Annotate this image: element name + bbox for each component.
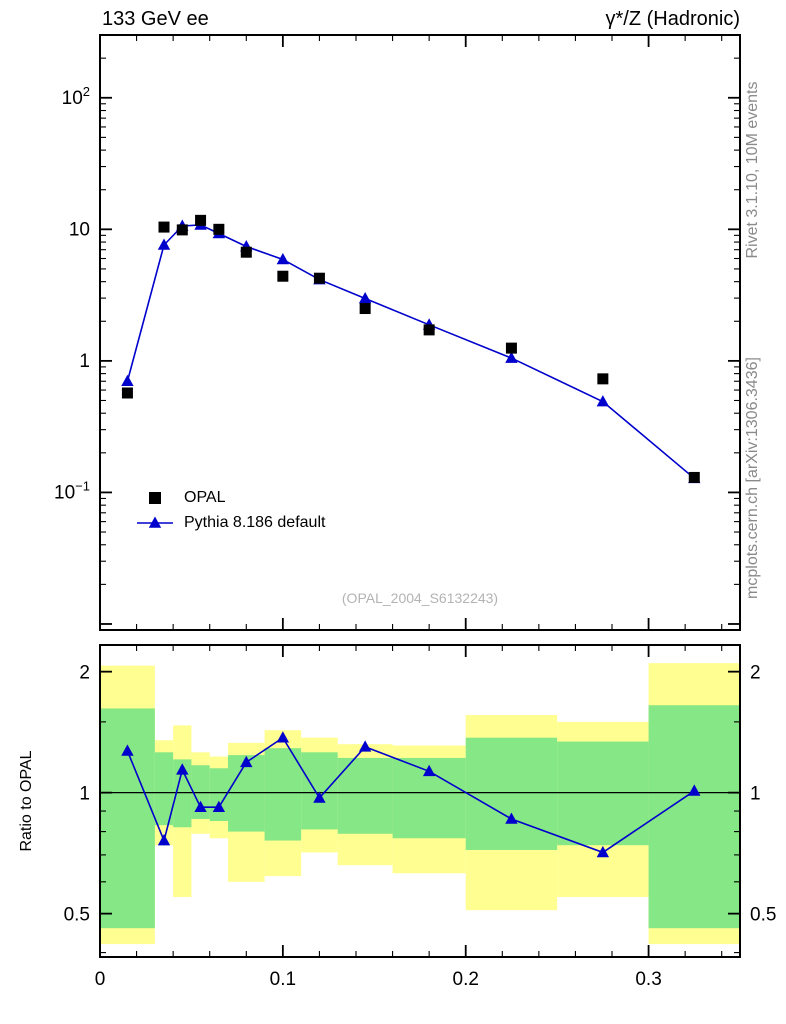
- ratio-axis-title: Ratio to OPAL: [18, 750, 35, 852]
- opal-legend-marker-icon: [149, 492, 161, 504]
- ratio-point-marker: [358, 740, 372, 752]
- ratio-point-marker: [240, 755, 253, 768]
- x-tick-label: 0.2: [453, 969, 479, 990]
- pythia-line: [126, 224, 695, 479]
- rivet-version-note: Rivet 3.1.10, 10M events: [744, 81, 761, 259]
- mcplots-arxiv-note: mcplots.cern.ch [arXiv:1306.3436]: [744, 357, 761, 599]
- legend-label-pythia: Pythia 8.186 default: [184, 514, 326, 531]
- ratio-point-marker: [422, 764, 436, 777]
- pythia-point-marker: [276, 252, 290, 265]
- main-y-tick-label: 10: [69, 219, 90, 240]
- ratio-y-tick-label-left: 1: [79, 784, 90, 805]
- pythia-point-marker: [505, 351, 518, 363]
- opal-point-marker: [597, 373, 609, 385]
- opal-point-marker: [240, 246, 252, 258]
- ratio-point-marker: [194, 800, 207, 812]
- uncertainty-band-inner: [100, 708, 155, 929]
- legend-label-opal: OPAL: [184, 489, 226, 506]
- x-tick-label: 0: [95, 969, 106, 990]
- ratio-panel: 0.5 0.5 1 1 2 2 0 0.1 0.2 0.3: [64, 644, 776, 990]
- opal-point-marker: [213, 223, 225, 235]
- analysis-id-watermark: (OPAL_2004_S6132243): [341, 590, 499, 606]
- ratio-point-marker: [276, 731, 290, 743]
- ratio-point-marker: [313, 791, 326, 803]
- uncertainty-band-inner: [337, 757, 393, 834]
- ratio-y-tick-label-right: 1: [750, 784, 761, 805]
- uncertainty-band-inner: [465, 737, 558, 850]
- ratio-y-tick-label-right: 2: [750, 663, 761, 684]
- opal-point-marker: [359, 303, 371, 315]
- pythia-point-marker: [121, 374, 134, 387]
- uncertainty-band-inner: [648, 705, 740, 929]
- beam-energy-label: 133 GeV ee: [102, 8, 209, 30]
- main-y-tick-label: 102: [62, 84, 90, 109]
- ratio-point-marker: [176, 763, 189, 775]
- uncertainty-band-inner: [154, 752, 174, 826]
- opal-point-marker: [313, 272, 325, 284]
- uncertainty-band-inner: [173, 759, 192, 828]
- ratio-y-tick-label-left: 2: [79, 663, 90, 684]
- pythia-point-marker: [596, 395, 610, 407]
- opal-point-marker: [121, 387, 133, 399]
- main-y-tick-label: 1: [79, 351, 90, 372]
- ratio-point-marker: [505, 812, 518, 824]
- pythia-point-marker: [358, 291, 372, 304]
- uncertainty-band-inner: [209, 768, 228, 822]
- ratio-y-tick-label-right: 0.5: [750, 905, 776, 926]
- process-label: γ*/Z (Hadronic): [605, 8, 740, 30]
- ratio-point-marker: [212, 800, 226, 812]
- ratio-point-marker: [121, 744, 134, 756]
- pythia-legend-marker-icon: [148, 516, 162, 528]
- ratio-point-marker: [157, 834, 171, 846]
- panel-frame: [99, 34, 741, 631]
- main-panel: 102 10 1 10−1: [54, 34, 741, 631]
- main-y-tick-label: 10−1: [54, 478, 90, 503]
- opal-point-marker: [176, 224, 188, 236]
- ratio-point-marker: [688, 784, 701, 796]
- opal-point-marker: [423, 324, 435, 336]
- panel-frame: [99, 644, 741, 958]
- opal-point-marker: [158, 221, 170, 233]
- ratio-y-tick-label-left: 0.5: [64, 905, 90, 926]
- ratio-point-marker: [596, 845, 610, 858]
- x-tick-label: 0.1: [270, 969, 296, 990]
- uncertainty-band-inner: [301, 752, 338, 830]
- x-tick-label: 0.3: [635, 969, 661, 990]
- uncertainty-band-inner: [557, 741, 649, 846]
- uncertainty-band-inner: [228, 755, 265, 832]
- uncertainty-band-inner: [264, 748, 302, 841]
- pythia-point-marker: [157, 238, 171, 250]
- opal-point-marker: [688, 471, 700, 483]
- opal-point-marker: [277, 270, 289, 282]
- opal-point-marker: [195, 214, 207, 226]
- opal-point-marker: [505, 342, 517, 354]
